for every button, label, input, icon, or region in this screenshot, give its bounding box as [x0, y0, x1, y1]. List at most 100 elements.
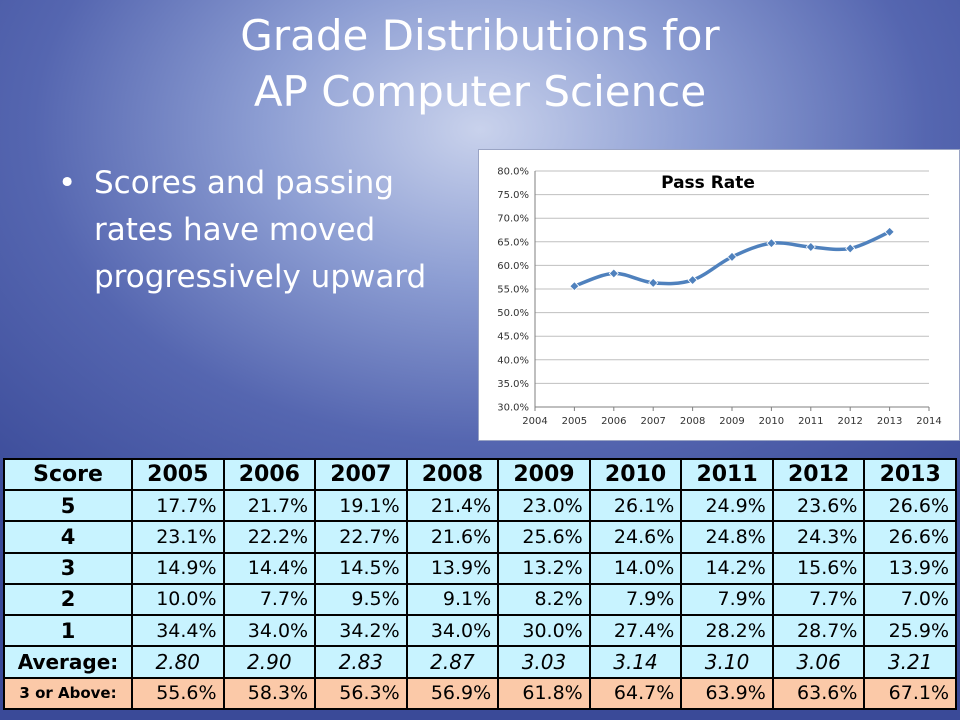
table-cell: 10.0%: [131, 582, 225, 617]
table-cell: 26.6%: [863, 520, 957, 554]
table-cell: 22.7%: [314, 520, 408, 554]
row-label-cell: 1: [3, 614, 133, 648]
table-cell: 22.2%: [222, 520, 317, 554]
x-tick-label: 2013: [877, 416, 902, 427]
x-tick-label: 2010: [759, 416, 784, 427]
table-cell: 13.9%: [863, 551, 957, 585]
y-tick-label: 60.0%: [497, 261, 529, 272]
table-cell: 7.7%: [222, 582, 317, 617]
slide-title: Grade Distributions for AP Computer Scie…: [0, 8, 960, 120]
table-row: 5 17.7% 21.7% 19.1% 21.4% 23.0% 26.1% 24.9% 23.6…: [3, 488, 957, 523]
table-cell: 61.8%: [497, 676, 591, 711]
row-label-cell: 4: [3, 520, 133, 554]
table-cell: 64.7%: [588, 676, 683, 711]
table-cell: 14.0%: [588, 551, 683, 585]
x-tick-label: 2006: [601, 416, 626, 427]
bullet-icon: •: [58, 165, 77, 201]
table-cell: 7.9%: [680, 582, 774, 617]
header-cell-2005: 2005: [131, 458, 225, 491]
table-header-row: Score 2005 2006 2007 2008 2009 2010 2011…: [3, 458, 957, 491]
table-row: 3 or Above: 55.6% 58.3% 56.3% 56.9% 61.8% 64.7…: [3, 676, 957, 711]
table-cell: 55.6%: [131, 676, 225, 711]
table-cell: 28.2%: [680, 614, 774, 648]
y-tick-label: 55.0%: [497, 285, 529, 296]
row-label-cell: 3: [3, 551, 133, 585]
table-cell: 30.0%: [497, 614, 591, 648]
table-cell: 34.2%: [314, 614, 408, 648]
x-tick-label: 2005: [562, 416, 587, 427]
header-cell-score: Score: [3, 458, 133, 491]
x-tick-label: 2011: [798, 416, 823, 427]
header-cell-2010: 2010: [588, 458, 683, 491]
table-cell: 13.2%: [497, 551, 591, 585]
table-cell: 58.3%: [222, 676, 317, 711]
table-cell: 63.9%: [680, 676, 774, 711]
table-cell: 15.6%: [771, 551, 866, 585]
data-point-marker: [845, 243, 856, 254]
y-tick-label: 65.0%: [497, 237, 529, 248]
table-cell: 19.1%: [314, 488, 408, 523]
table-cell: 63.6%: [771, 676, 866, 711]
y-tick-label: 80.0%: [497, 167, 529, 178]
table-cell: 24.8%: [680, 520, 774, 554]
row-label-cell: 5: [3, 488, 133, 523]
table-cell: 24.9%: [680, 488, 774, 523]
pass-rate-chart: 30.0% 35.0% 40.0% 45.0% 50.0% 55.0% 60.0% 65.0%…: [478, 149, 960, 441]
x-tick-label: 2014: [916, 416, 941, 427]
table-cell: 24.6%: [588, 520, 683, 554]
data-point-marker: [805, 241, 816, 253]
data-point-marker: [569, 281, 580, 292]
row-label-cell: Average:: [3, 645, 133, 679]
y-tick-label: 45.0%: [497, 332, 529, 343]
table-cell: 25.6%: [497, 520, 591, 554]
table-cell: 7.9%: [588, 582, 683, 617]
table-cell: 56.3%: [314, 676, 408, 711]
x-tick-label: 2008: [680, 416, 705, 427]
table-cell: 13.9%: [405, 551, 500, 585]
table-cell: 23.6%: [771, 488, 866, 523]
table-cell: 14.5%: [314, 551, 408, 585]
table-cell: 2.87: [405, 645, 500, 679]
table-cell: 3.03: [497, 645, 591, 679]
table-cell: 3.14: [588, 645, 683, 679]
header-cell-2009: 2009: [497, 458, 591, 491]
row-label-cell: 3 or Above:: [3, 676, 133, 711]
table-cell: 7.7%: [771, 582, 866, 617]
table-cell: 9.1%: [405, 582, 500, 617]
grade-distribution-table: Score 2005 2006 2007 2008 2009 2010 2011…: [3, 458, 957, 711]
slide-title-line-1: Grade Distributions for: [240, 11, 720, 60]
table-cell: 3.06: [771, 645, 866, 679]
header-cell-2007: 2007: [314, 458, 408, 491]
data-point-marker: [766, 238, 777, 249]
table-cell: 9.5%: [314, 582, 408, 617]
bullet-text: Scores and passing rates have moved prog…: [94, 165, 427, 295]
table-cell: 34.0%: [405, 614, 500, 648]
table-cell: 21.4%: [405, 488, 500, 523]
row-label-cell: 2: [3, 582, 133, 617]
table-cell: 2.80: [131, 645, 225, 679]
table-cell: 21.6%: [405, 520, 500, 554]
table-cell: 3.21: [863, 645, 957, 679]
x-tick-label: 2004: [522, 416, 547, 427]
data-point-marker: [884, 226, 895, 237]
table-cell: 23.0%: [497, 488, 591, 523]
slide-title-line-2: AP Computer Science: [253, 67, 707, 116]
table-row: 2 10.0% 7.7% 9.5% 9.1% 8.2% 7.9% 7.9% 7.7% 7.0%: [3, 582, 957, 617]
table-row: 3 14.9% 14.4% 14.5% 13.9% 13.2% 14.0% 14.2% 15.6…: [3, 551, 957, 585]
y-tick-label: 70.0%: [497, 214, 529, 225]
table-cell: 26.1%: [588, 488, 683, 523]
pass-rate-chart-svg: 30.0% 35.0% 40.0% 45.0% 50.0% 55.0% 60.0% 65.0%…: [497, 167, 942, 428]
y-tick-label: 40.0%: [497, 355, 529, 366]
y-tick-label: 35.0%: [497, 379, 529, 390]
header-cell-2008: 2008: [405, 458, 500, 491]
table-cell: 14.4%: [222, 551, 317, 585]
data-point-marker: [648, 277, 659, 288]
header-cell-2012: 2012: [771, 458, 866, 491]
table-cell: 14.2%: [680, 551, 774, 585]
data-point-marker: [608, 268, 619, 279]
table-cell: 34.0%: [222, 614, 317, 648]
table-cell: 24.3%: [771, 520, 866, 554]
table-cell: 26.6%: [863, 488, 957, 523]
table-cell: 23.1%: [131, 520, 225, 554]
table-cell: 25.9%: [863, 614, 957, 648]
